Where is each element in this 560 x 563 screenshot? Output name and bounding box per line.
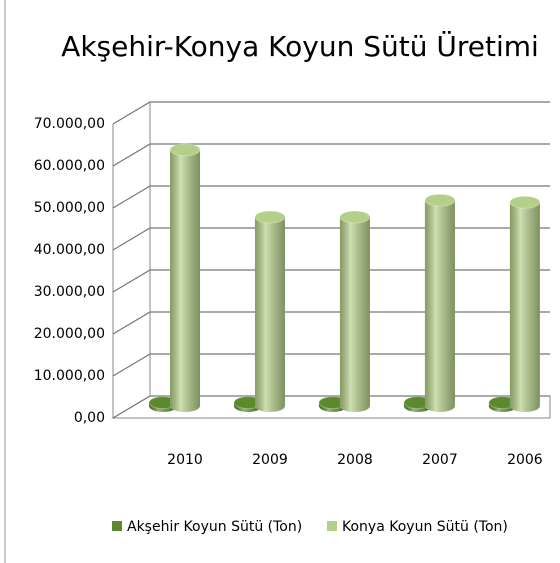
grid-line: [112, 227, 550, 251]
legend-label: Konya Koyun Sütü (Ton): [342, 519, 508, 535]
cylinder-shade: [339, 217, 370, 413]
cylinder-shade: [509, 202, 540, 412]
y-tick-label: 0,00: [74, 410, 105, 426]
cylinder-top: [339, 210, 371, 224]
grid-line: [112, 395, 550, 419]
y-tick-label: 60.000,00: [34, 158, 105, 174]
grid-line: [112, 311, 550, 335]
y-tick-label: 10.000,00: [34, 368, 105, 384]
cylinder-shade: [254, 217, 285, 413]
grid-line: [112, 101, 550, 125]
cylinder-top: [424, 193, 456, 207]
legend-swatch: [327, 521, 337, 531]
y-tick-label: 70.000,00: [34, 116, 105, 132]
legend-swatch: [112, 521, 122, 531]
cylinder-shade: [424, 200, 455, 413]
y-tick-label: 20.000,00: [34, 326, 105, 342]
legend-label: Akşehir Koyun Sütü (Ton): [127, 519, 302, 535]
x-tick-label: 2009: [252, 452, 288, 468]
x-tick-label: 2008: [337, 452, 373, 468]
y-tick-label: 30.000,00: [34, 284, 105, 300]
grid-line: [112, 185, 550, 209]
cylinder-top: [254, 210, 286, 224]
grid-line: [112, 353, 550, 377]
grid-line: [112, 143, 550, 167]
cylinder-top: [169, 143, 201, 157]
grid-line: [112, 269, 550, 293]
y-tick-label: 40.000,00: [34, 242, 105, 258]
cylinder-shade: [170, 149, 200, 413]
y-tick-label: 50.000,00: [34, 200, 105, 216]
chart-title: Akşehir-Konya Koyun Sütü Üretimi: [61, 29, 539, 63]
x-tick-label: 2007: [422, 452, 458, 468]
x-tick-label: 2006: [507, 452, 543, 468]
cylinder-top: [509, 195, 541, 209]
x-tick-label: 2010: [167, 452, 203, 468]
